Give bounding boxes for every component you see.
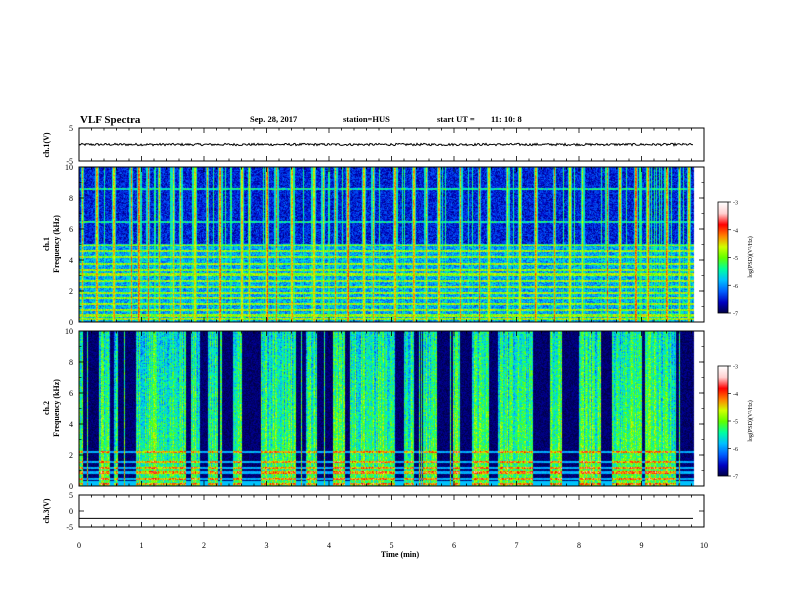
ch2-spectrogram-image [79, 331, 704, 486]
colorbar-tick-label: -4 [733, 392, 738, 398]
colorbar-tick-label: -3 [733, 365, 738, 371]
y-tick-label: 0 [69, 318, 73, 327]
header-station: station=HUS [343, 114, 390, 124]
y-tick-label: 0 [69, 482, 73, 491]
x-tick-label: 6 [452, 541, 456, 550]
colorbar-tick-label: -5 [733, 420, 738, 426]
ch2-spectrogram-ylabel-freq: Frequency (kHz) [52, 379, 61, 437]
y-tick-label: -5 [66, 157, 73, 166]
ch1-waveform-ylabel: ch.1(V) [42, 132, 51, 157]
ch1-spectrogram-image-holder [79, 167, 704, 322]
colorbar-tick-label: -7 [733, 312, 738, 318]
y-tick-label: 0 [69, 507, 73, 516]
colorbar-ch1: -3 -4 -5 -6 -7 log(PSD)(V²/Hz) [717, 201, 754, 318]
y-tick-label: 10 [65, 327, 73, 336]
colorbar-ch1-ticks: -3 -4 -5 -6 -7 [728, 201, 738, 318]
colorbar-ch2-holder [718, 366, 728, 476]
ch1-spectrogram-ylabel-line2: Frequency (kHz) [52, 215, 61, 273]
x-tick-label: 1 [140, 541, 144, 550]
colorbar-ch1-label: log(PSD)(V²/Hz) [747, 236, 754, 277]
colorbar-ch1-gradient [718, 202, 728, 313]
colorbar-tick-label: -7 [733, 475, 738, 481]
header-start-time: 11: 10: 8 [491, 114, 522, 124]
ch1-waveform-trace [78, 142, 694, 147]
x-tick-label: 0 [77, 541, 81, 550]
ch1-spectrogram-ylabel-freq: Frequency (kHz) [52, 215, 61, 273]
ch1-spectrogram-axis: 0 2 4 6 8 10 [65, 163, 705, 327]
ch3-waveform-ylabel: ch.3(V) [42, 498, 51, 523]
colorbar-ch2-label: log(PSD)(V²/Hz) [747, 400, 754, 441]
colorbar-tick-label: -3 [733, 201, 738, 207]
x-tick-labels: 0 1 2 3 4 5 6 7 8 9 10 [77, 541, 708, 550]
x-tick-label: 3 [265, 541, 269, 550]
ch1-spectrogram-ylabel-channel: ch.1 [42, 237, 51, 251]
colorbar-ch2-ticks: -3 -4 -5 -6 -7 [728, 365, 738, 481]
y-tick-label: 10 [65, 163, 73, 172]
x-tick-label: 8 [577, 541, 581, 550]
x-tick-label: 7 [515, 541, 519, 550]
y-tick-label: 2 [69, 287, 73, 296]
x-tick-label: 9 [640, 541, 644, 550]
ch2-spectrogram-ylabel-line2: Frequency (kHz) [52, 379, 61, 437]
ch1-spectrogram-image [79, 167, 704, 322]
y-tick-label: 8 [69, 194, 73, 203]
x-tick-label: 4 [327, 541, 331, 550]
header-start-label: start UT = [437, 114, 475, 124]
y-tick-label: 8 [69, 358, 73, 367]
ch3-waveform-axis: 5 0 -5 [66, 491, 705, 532]
ch2-spectrogram-ylabel-channel: ch.2 [42, 401, 51, 415]
y-tick-label: 6 [69, 225, 73, 234]
colorbar-tick-label: -6 [733, 447, 738, 453]
colorbar-tick-label: -5 [733, 256, 738, 262]
ch1-waveform-axis: 5 -5 [66, 124, 705, 166]
y-tick-label: 6 [69, 389, 73, 398]
ch2-spectrogram-axis: 0 2 4 6 8 10 [65, 327, 705, 491]
y-tick-label: 2 [69, 451, 73, 460]
colorbar-ch2: -3 -4 -5 -6 -7 log(PSD)(V²/Hz) [717, 365, 754, 481]
y-tick-label: -5 [66, 523, 73, 532]
x-tick-label: 5 [390, 541, 394, 550]
ch2-spectrogram-image-holder [79, 331, 704, 486]
ch1-spectrogram-ylabel-line1: ch.1 [42, 237, 51, 251]
panel-ch1-spectrogram: 0 2 4 6 8 10 ch.1 Frequency (kHz) [42, 163, 705, 327]
colorbar-tick-label: -4 [733, 228, 738, 234]
colorbar-tick-label: -6 [733, 284, 738, 290]
panel-ch1-waveform: 5 -5 ch.1(V) [42, 124, 705, 166]
y-tick-label: 5 [69, 124, 73, 133]
y-tick-label: 4 [69, 420, 73, 429]
panel-ch2-spectrogram: 0 2 4 6 8 10 ch.2 Frequency (kHz) [42, 327, 705, 491]
y-tick-label: 5 [69, 491, 73, 500]
panel-ch3-waveform: 5 0 -5 ch.3(V) [42, 491, 705, 532]
x-tick-label: 10 [700, 541, 708, 550]
x-tick-label: 2 [202, 541, 206, 550]
x-axis-label: Time (min) [381, 550, 420, 559]
figure-title: VLF Spectra [80, 114, 141, 126]
ch2-spectrogram-ylabel-line1: ch.2 [42, 401, 51, 415]
colorbar-ch2-gradient [718, 366, 728, 476]
header-date: Sep. 28, 2017 [250, 114, 298, 124]
y-tick-label: 4 [69, 256, 73, 265]
colorbar-ch1-holder [718, 202, 728, 313]
